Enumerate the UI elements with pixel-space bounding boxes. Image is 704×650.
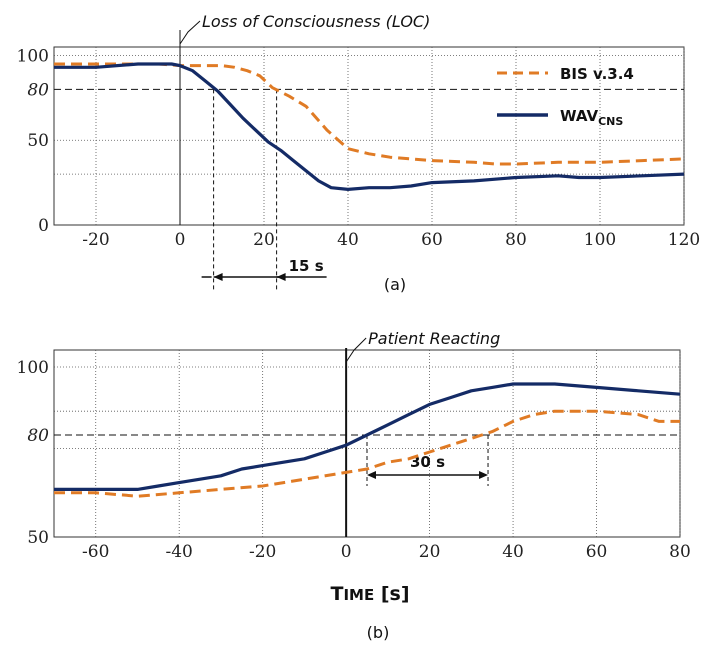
delay-label: 15 s	[289, 257, 324, 275]
y-tick-label: 50	[27, 131, 49, 151]
legend-bis-label: BIS v.3.4	[560, 65, 634, 83]
delay-arrow-head-right	[276, 273, 286, 281]
series-bis-line	[54, 62, 685, 166]
x-tick-label: 20	[253, 230, 275, 250]
chart-b-x-ticks: -60 -40 -20 0 20 40 60 80	[82, 542, 691, 562]
chart-a-y-ticks: 100 50 0 80	[17, 46, 50, 236]
chart-b: -60 -40 -20 0 20 40 60 80 100 50 80 Patient React…	[17, 329, 691, 642]
delay-arrow-head-left	[213, 273, 223, 281]
y-tick-label: 100	[17, 358, 49, 378]
chart-a-series	[54, 62, 685, 191]
x-axis-label-unit: [s]	[374, 583, 409, 605]
legend-wav-label: WAVCNS	[560, 107, 623, 128]
x-tick-label: 120	[668, 230, 700, 250]
x-tick-label: 40	[502, 542, 524, 562]
chart-b-marks: Patient Reacting 30 s	[54, 329, 680, 537]
event-annotation: Patient Reacting	[368, 329, 500, 348]
x-tick-label: 40	[337, 230, 359, 250]
y-tick-label: 100	[17, 46, 49, 66]
chart-b-y-ticks: 100 50 80	[17, 358, 50, 548]
y-tick-label: 0	[38, 216, 49, 236]
x-tick-label: 60	[586, 542, 608, 562]
y-ref-tick-label: 80	[27, 426, 49, 446]
x-tick-label: 0	[175, 230, 186, 250]
x-axis-label: TIME [s]	[330, 583, 409, 605]
delay-arrow-head-left	[367, 471, 376, 479]
x-tick-label: -20	[82, 230, 109, 250]
legend: BIS v.3.4 WAVCNS	[497, 65, 634, 128]
annotation-leader	[179, 20, 201, 45]
x-tick-label: 60	[421, 230, 443, 250]
chart-a-frame	[53, 46, 685, 226]
y-tick-label: 50	[27, 528, 49, 548]
event-annotation: Loss of Consciousness (LOC)	[202, 12, 430, 31]
series-wav-line	[54, 62, 685, 191]
x-axis-label-small: IME	[343, 586, 374, 604]
x-tick-label: 0	[341, 542, 352, 562]
legend-wav-main: WAV	[560, 107, 598, 125]
delay-label: 30 s	[410, 453, 445, 471]
series-wav-line	[54, 382, 681, 491]
annotation-leader	[345, 337, 367, 363]
chart-a-grid	[54, 47, 685, 225]
y-ref-tick-label: 80	[27, 80, 49, 100]
chart-a: -20 0 20 40 60 80 100 120 100 50 0 80 Loss of Cons…	[17, 12, 701, 294]
caption-b: (b)	[367, 623, 390, 642]
chart-a-x-ticks: -20 0 20 40 60 80 100 120	[82, 230, 700, 250]
chart-b-grid	[54, 350, 681, 537]
legend-wav-sub: CNS	[598, 115, 623, 128]
x-tick-label: -20	[249, 542, 276, 562]
x-tick-label: 100	[584, 230, 616, 250]
series-bis-line	[54, 409, 680, 498]
x-tick-label: 80	[505, 230, 527, 250]
x-tick-label: -60	[82, 542, 109, 562]
x-tick-label: -40	[166, 542, 193, 562]
caption-a: (a)	[384, 275, 406, 294]
chart-a-marks: Loss of Consciousness (LOC) 15 s	[54, 12, 684, 291]
delay-arrow-head-right	[479, 471, 489, 479]
x-axis-label-big: T	[330, 583, 343, 605]
chart-b-series	[54, 382, 681, 498]
x-tick-label: 80	[669, 542, 691, 562]
x-tick-label: 20	[419, 542, 441, 562]
